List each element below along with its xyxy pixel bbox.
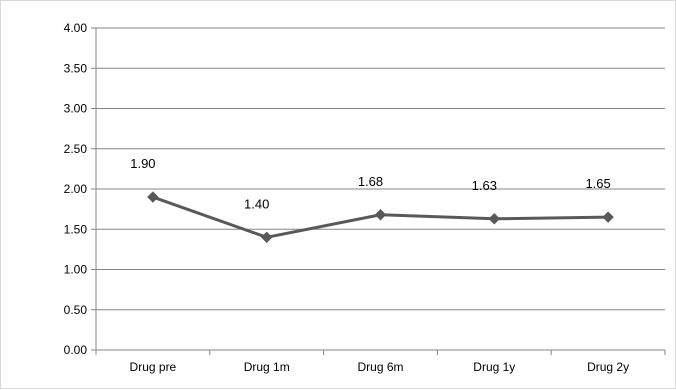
- y-tick-label: 0.00: [64, 343, 88, 357]
- data-label: 1.68: [358, 174, 383, 189]
- diamond-marker: [147, 191, 159, 203]
- y-tick-label: 2.00: [64, 182, 88, 196]
- y-tick-labels: 0.00 0.50 1.00 1.50 2.00 2.50 3.00 3.50 4.00: [64, 21, 88, 357]
- y-tick-label: 3.50: [64, 61, 88, 75]
- x-tick-label: Drug pre: [130, 360, 177, 374]
- y-tick-label: 1.00: [64, 263, 88, 277]
- data-labels: 1.90 1.40 1.68 1.63 1.65: [130, 156, 611, 211]
- diamond-marker: [374, 209, 387, 221]
- data-label: 1.40: [244, 196, 269, 211]
- data-label: 1.63: [472, 178, 497, 193]
- axes: [91, 27, 666, 355]
- y-tick-label: 3.00: [64, 102, 88, 116]
- x-tick-label: Drug 6m: [357, 360, 403, 374]
- y-tick-label: 0.50: [64, 303, 88, 317]
- diamond-marker: [488, 213, 501, 225]
- series-markers: [147, 191, 614, 244]
- x-tick-label: Drug 1m: [244, 360, 290, 374]
- diamond-marker: [260, 231, 273, 244]
- y-tick-label: 4.00: [64, 21, 88, 35]
- diamond-marker: [602, 211, 614, 223]
- x-tick-label: Drug 2y: [587, 360, 629, 374]
- y-tick-label: 2.50: [64, 142, 88, 156]
- x-tick-label: Drug 1y: [473, 360, 515, 374]
- data-label: 1.65: [585, 176, 610, 191]
- data-label: 1.90: [130, 156, 155, 171]
- gridlines: [96, 27, 665, 311]
- x-tick-labels: Drug pre Drug 1m Drug 6m Drug 1y Drug 2y: [130, 360, 630, 374]
- y-tick-label: 1.50: [64, 222, 88, 236]
